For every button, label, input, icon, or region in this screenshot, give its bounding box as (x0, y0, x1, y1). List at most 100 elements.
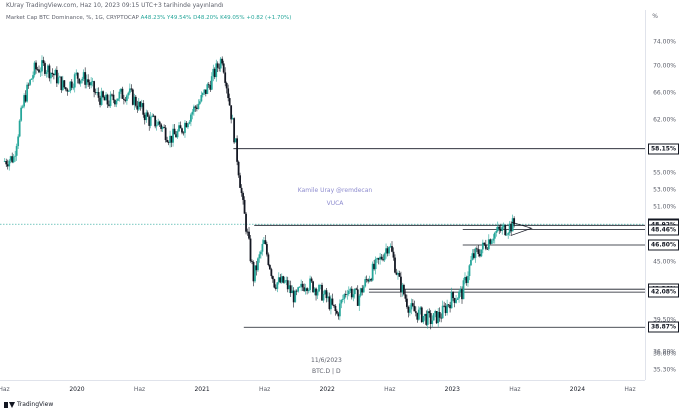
candle-body (128, 88, 131, 93)
candle-body (405, 298, 408, 307)
candle-body (435, 311, 438, 324)
candle-body (331, 298, 334, 305)
candle-body (325, 290, 328, 299)
candle-body (173, 128, 176, 135)
candle-body (12, 156, 15, 163)
candle-body (32, 75, 34, 79)
candle-body (47, 65, 49, 73)
candle-body (338, 303, 341, 317)
candle-body (510, 223, 513, 232)
candle-body (288, 285, 291, 290)
candle-body (29, 79, 31, 85)
candle-body (133, 96, 136, 105)
candle-body (321, 284, 323, 301)
candle-body (61, 80, 64, 91)
candle-body (401, 284, 404, 293)
candle-body (388, 246, 390, 254)
candle-body (304, 288, 307, 292)
candle-body (455, 299, 457, 303)
candle-body (324, 290, 326, 294)
candle-body (48, 65, 51, 79)
candle-body (66, 89, 69, 92)
candle-body (190, 114, 192, 122)
candle-body (347, 290, 350, 294)
candlestick-chart[interactable] (0, 10, 646, 380)
candle-body (484, 244, 487, 249)
candle-body (420, 307, 423, 323)
candle-body (50, 72, 52, 79)
candle-body (403, 284, 405, 295)
time-tick: 2024 (569, 386, 586, 393)
candle-body (313, 288, 316, 293)
candle-body (277, 277, 280, 283)
candle-body (385, 248, 387, 254)
candle-body (142, 103, 145, 115)
candle-body (349, 288, 352, 291)
candle-body (400, 276, 402, 293)
candle-body (508, 223, 511, 234)
candle-body (23, 95, 26, 107)
candle-body (212, 68, 215, 77)
brand-watermark: VUCA (326, 200, 344, 207)
candle-body (498, 226, 501, 229)
candle-body (337, 313, 340, 317)
candle-body (257, 258, 259, 271)
candle-body (30, 78, 33, 80)
tradingview-footer[interactable]: TradingView (4, 401, 53, 408)
candle-body (303, 287, 306, 292)
candle-body (106, 94, 109, 105)
candle-body (54, 69, 57, 76)
candle-body (111, 94, 113, 96)
candle-body (438, 311, 441, 318)
candle-body (355, 288, 358, 290)
tradingview-logo-icon (4, 401, 15, 408)
candle-body (350, 288, 353, 298)
candle-body (195, 107, 198, 110)
price-tick: 45.00% (653, 258, 676, 266)
price-scale[interactable]: % 74.00% 70.00% 66.00% 62.00% 55.00% 53.00% 51… (645, 10, 680, 380)
candle-body (57, 77, 60, 84)
candle-body (243, 199, 246, 214)
candle-body (417, 309, 420, 320)
candle-body (123, 98, 125, 100)
symbol-note: BTC.D | D (312, 368, 341, 375)
candle-body (261, 243, 264, 252)
candle-body (422, 316, 425, 323)
level-price-label: 38.87% (648, 321, 679, 333)
candle-body (218, 67, 221, 69)
candle-body (93, 81, 96, 93)
candle-body (471, 253, 474, 260)
candle-body (271, 276, 274, 280)
chart-pane[interactable]: Kamile Uray @remdecan VUCA 11/6/2023 BTC… (0, 10, 646, 380)
candle-body (267, 254, 270, 266)
price-tick: 66.00% (653, 89, 676, 97)
candle-body (258, 254, 261, 259)
candle-body (88, 82, 91, 86)
time-scale[interactable]: Haz 2020 Haz 2021 Haz 2022 Haz 2023 Haz 2024 Haz (0, 380, 645, 398)
candle-body (64, 87, 67, 90)
candle-body (291, 290, 294, 294)
candle-body (249, 238, 252, 262)
candle-body (81, 78, 84, 81)
candle-body (191, 111, 194, 115)
candle-body (425, 313, 428, 325)
candle-body (407, 306, 410, 313)
candle-body (237, 161, 240, 176)
candle-body (432, 313, 435, 321)
price-tick: 70.00% (653, 62, 676, 70)
candle-body (221, 58, 224, 64)
candle-body (268, 265, 271, 270)
candle-body (160, 124, 163, 129)
candle-body (55, 69, 58, 84)
candle-body (76, 72, 79, 79)
candle-body (121, 88, 124, 99)
candle-body (371, 263, 374, 281)
candle-body (411, 303, 414, 306)
candle-body (213, 68, 216, 78)
candle-body (274, 287, 277, 289)
candle-body (203, 89, 206, 93)
candle-body (215, 63, 218, 78)
candle-body (198, 101, 201, 104)
time-tick: 2022 (319, 386, 335, 393)
candle-body (458, 291, 460, 299)
